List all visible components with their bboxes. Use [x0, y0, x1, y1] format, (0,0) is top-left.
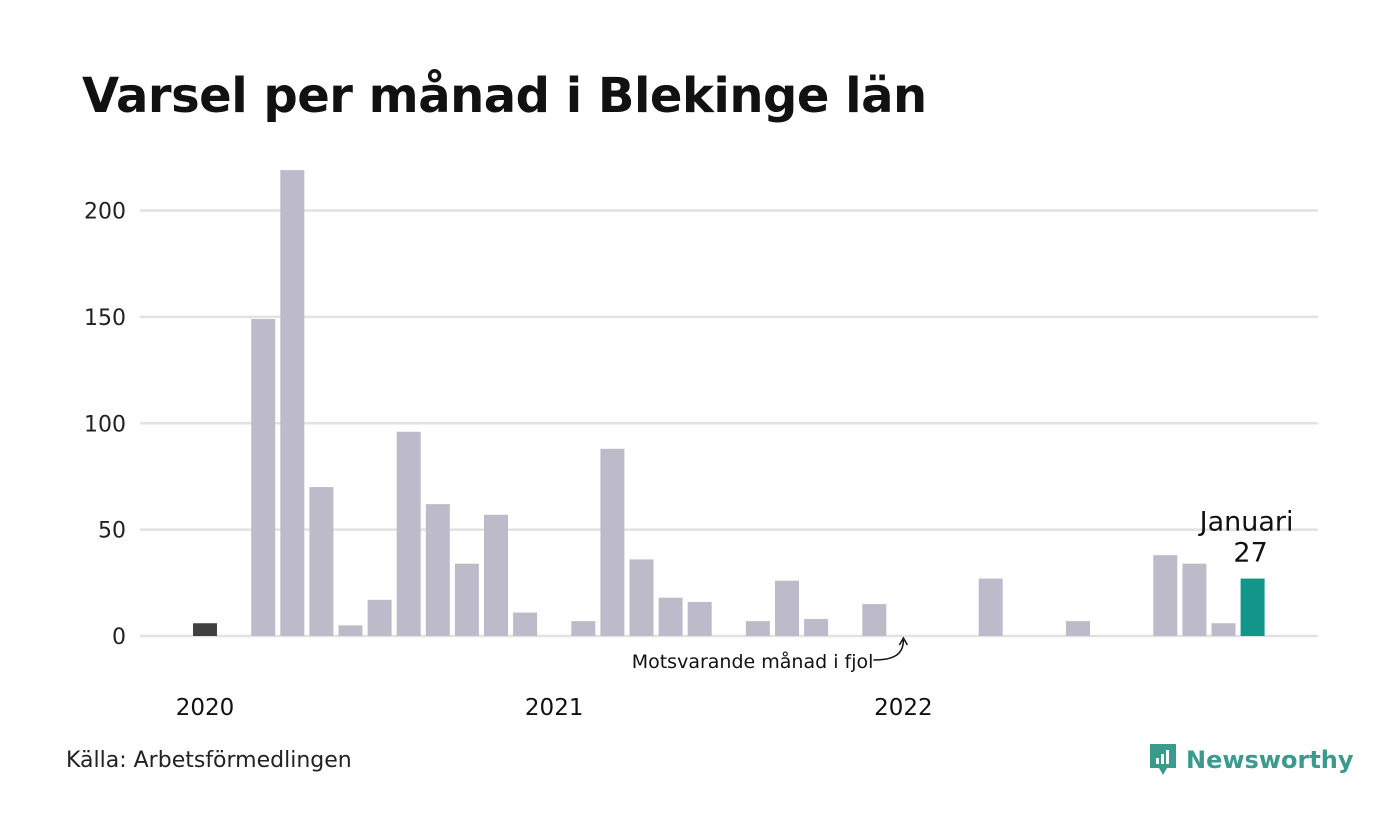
bar [804, 618, 829, 636]
x-year-label: 2021 [525, 695, 584, 720]
bar [425, 504, 450, 636]
x-year-label: 2022 [874, 695, 933, 720]
y-tick-label: 150 [84, 306, 126, 331]
bar [367, 599, 392, 636]
annotation-arrow [873, 639, 905, 661]
bar [1066, 621, 1090, 636]
bar [309, 487, 334, 636]
bar [1182, 563, 1207, 636]
bar [600, 448, 625, 636]
brand-logo: Newsworthy [1148, 742, 1354, 778]
bar [978, 578, 1003, 636]
page-title: Varsel per månad i Blekinge län [82, 68, 927, 124]
source-note: Källa: Arbetsförmedlingen [66, 748, 352, 773]
bar [1211, 623, 1236, 636]
brand-name: Newsworthy [1186, 746, 1354, 774]
y-tick-label: 50 [98, 519, 126, 544]
gridlines [140, 209, 1318, 638]
bar [454, 563, 479, 636]
bar [745, 621, 770, 636]
bar [338, 625, 363, 636]
bar [1153, 555, 1178, 636]
newsworthy-chart-bubble-icon [1150, 744, 1176, 775]
annotation-arrowhead [898, 636, 909, 646]
bar-reference [193, 623, 217, 636]
bar [396, 431, 421, 636]
highlight-value-label: 27 [1233, 538, 1267, 569]
highlight-month-label: Januari [1198, 507, 1294, 538]
bar [513, 612, 538, 636]
y-tick-label: 100 [84, 412, 126, 437]
bars [193, 170, 1265, 637]
y-tick-label: 200 [84, 200, 126, 225]
x-year-label: 2020 [176, 695, 235, 720]
bar [775, 580, 799, 636]
bar [862, 604, 887, 636]
bar [484, 514, 508, 636]
bar [571, 621, 596, 636]
x-axis-year-labels: 2020 2021 2022 [176, 695, 933, 720]
bar [687, 601, 712, 636]
bar [280, 170, 305, 637]
bar [629, 559, 654, 636]
bar [251, 319, 276, 636]
bar-highlight [1240, 578, 1265, 636]
annotation-label: Motsvarande månad i fjol [632, 650, 874, 673]
y-tick-label: 0 [112, 625, 126, 650]
y-axis-tick-labels: 0 50 100 150 200 [84, 200, 126, 650]
bar [658, 597, 683, 636]
